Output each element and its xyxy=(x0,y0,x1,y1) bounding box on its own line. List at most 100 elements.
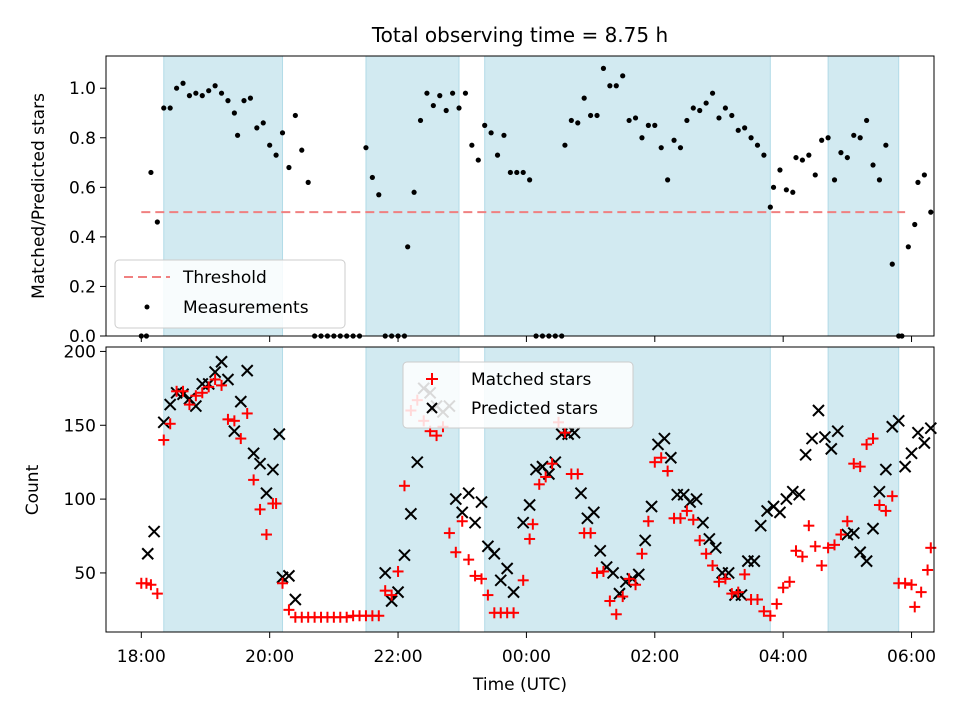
measurement-point xyxy=(883,142,889,148)
top-y-tick-label: 0.6 xyxy=(69,178,96,198)
matched-points xyxy=(135,373,937,623)
matched-point xyxy=(585,527,597,539)
measurement-point xyxy=(575,120,581,126)
predicted-point xyxy=(632,568,645,581)
matched-point xyxy=(203,381,215,393)
measurement-point xyxy=(186,93,193,99)
matched-point xyxy=(398,480,410,492)
predicted-point xyxy=(289,593,302,606)
matched-point xyxy=(443,527,455,539)
predicted-point xyxy=(703,532,716,546)
matched-point xyxy=(373,610,385,622)
predicted-point xyxy=(574,486,588,500)
measurement-point xyxy=(806,152,812,158)
measurement-point xyxy=(405,244,411,250)
matched-point xyxy=(909,601,921,613)
measurement-point xyxy=(825,135,831,141)
measurement-point xyxy=(193,90,199,96)
measurement-point xyxy=(665,177,671,183)
matched-point xyxy=(880,505,892,517)
top-shaded-band xyxy=(484,55,771,337)
matched-point xyxy=(216,379,228,391)
measurement-point xyxy=(437,93,443,99)
predicted-point xyxy=(924,422,937,435)
measurement-point xyxy=(921,172,927,178)
predicted-point xyxy=(456,506,469,519)
matched-point xyxy=(816,560,828,572)
matched-point xyxy=(796,551,808,563)
measurement-point xyxy=(851,132,857,138)
matched-point xyxy=(848,458,860,470)
bottom-x-tick-label: 20:00 xyxy=(245,647,294,667)
predicted-point xyxy=(825,442,838,456)
predicted-point xyxy=(690,492,703,506)
matched-point xyxy=(854,461,866,473)
matched-point xyxy=(392,565,404,577)
measurement-point xyxy=(677,145,684,151)
predicted-point xyxy=(385,594,398,608)
measurement-point xyxy=(292,112,298,119)
matched-point xyxy=(456,515,468,527)
measurement-point xyxy=(600,65,607,71)
predicted-point xyxy=(645,500,658,513)
bottom-y-tick-label: 50 xyxy=(74,564,96,584)
predicted-point xyxy=(866,522,880,535)
matched-point xyxy=(649,456,661,468)
matched-point xyxy=(636,548,648,560)
measurement-point xyxy=(286,164,292,171)
bottom-x-tick-label: 00:00 xyxy=(502,647,551,667)
predicted-point xyxy=(449,492,463,506)
predicted-point xyxy=(587,506,601,519)
predicted-point xyxy=(411,455,424,469)
legend-measurements-label: Measurements xyxy=(183,298,309,318)
measurement-point xyxy=(218,90,225,96)
matched-point xyxy=(803,520,815,532)
matched-point xyxy=(777,582,789,594)
measurement-point xyxy=(488,130,494,136)
predicted-point xyxy=(760,504,774,518)
bottom-legend-box xyxy=(402,361,634,429)
top-panel: Total observing time = 8.75 h 0.00.20.40… xyxy=(29,23,935,347)
matched-point xyxy=(431,430,443,442)
predicted-point xyxy=(879,463,893,476)
predicted-point xyxy=(860,554,873,568)
measurement-point xyxy=(267,142,273,148)
matched-point xyxy=(270,498,282,510)
measurement-point xyxy=(645,122,651,128)
measurement-point xyxy=(767,204,773,210)
measurement-point xyxy=(690,105,696,111)
measurement-point xyxy=(305,179,311,185)
measurement-point xyxy=(703,100,709,106)
predicted-point xyxy=(282,569,296,583)
measurement-point xyxy=(819,137,825,143)
measurement-point xyxy=(369,174,375,181)
matched-point xyxy=(630,579,642,591)
measurement-point xyxy=(514,169,520,176)
measurement-point xyxy=(729,112,735,119)
top-y-tick-label: 0.4 xyxy=(69,228,96,248)
matched-point xyxy=(248,474,260,486)
measurement-point xyxy=(501,132,507,138)
measurement-point xyxy=(742,125,748,131)
bottom-x-ticks: 18:00 20:00 22:00 00:00 02:00 04:00 06:00 xyxy=(117,632,936,667)
matched-point xyxy=(681,505,693,517)
predicted-point xyxy=(754,519,767,532)
bottom-x-tick-label: 22:00 xyxy=(374,647,423,667)
bottom-x-axis-label: Time (UTC) xyxy=(472,675,567,695)
matched-point xyxy=(809,540,821,552)
top-title: Total observing time = 8.75 h xyxy=(371,23,668,47)
bottom-y-tick-label: 150 xyxy=(64,416,96,436)
matched-point xyxy=(475,573,487,585)
bottom-y-tick-label: 200 xyxy=(64,342,96,362)
measurement-point xyxy=(376,192,382,198)
matched-point xyxy=(260,529,272,541)
predicted-point xyxy=(696,516,710,529)
predicted-point xyxy=(462,486,475,500)
predicted-point xyxy=(529,463,543,476)
measurement-point xyxy=(482,122,488,128)
matched-point xyxy=(655,452,667,464)
measurement-point xyxy=(299,147,305,153)
matched-point xyxy=(164,418,176,430)
measurement-point xyxy=(697,107,703,114)
matched-point xyxy=(235,433,247,445)
